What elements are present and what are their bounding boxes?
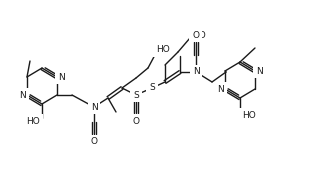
Text: S: S [133, 90, 139, 100]
Text: HO: HO [242, 110, 256, 119]
Text: N: N [193, 68, 199, 77]
Text: N: N [91, 102, 97, 111]
Text: HO: HO [192, 31, 206, 39]
Text: N: N [19, 90, 26, 100]
Text: O: O [193, 31, 200, 39]
Text: HO: HO [156, 45, 170, 54]
Text: N: N [256, 66, 263, 75]
Text: N: N [217, 85, 224, 94]
Text: O: O [90, 138, 97, 146]
Text: N: N [58, 73, 65, 81]
Text: O: O [133, 117, 139, 125]
Text: S: S [149, 83, 155, 92]
Text: HO: HO [26, 117, 40, 125]
